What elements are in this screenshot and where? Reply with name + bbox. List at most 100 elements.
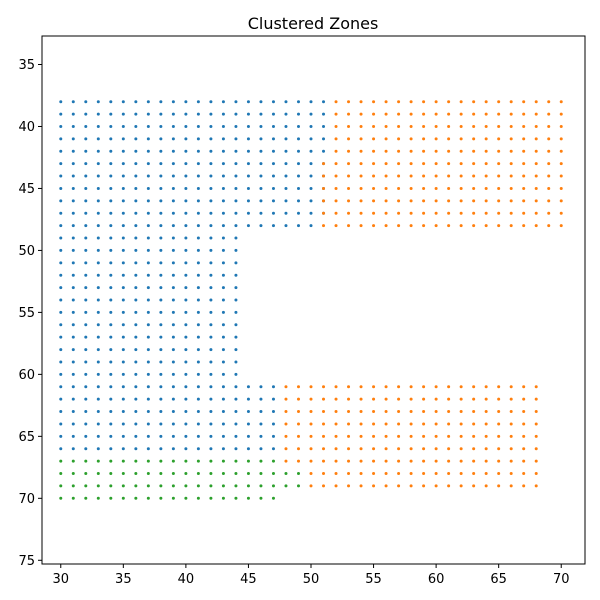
data-point: [359, 199, 363, 203]
data-point: [196, 298, 200, 302]
data-point: [547, 174, 551, 178]
data-point: [409, 472, 413, 476]
data-point: [146, 174, 150, 178]
data-point: [259, 100, 263, 104]
data-point: [146, 224, 150, 228]
data-point: [134, 112, 138, 116]
data-point: [234, 149, 238, 153]
data-point: [359, 211, 363, 215]
data-point: [159, 100, 163, 104]
data-point: [146, 335, 150, 339]
data-point: [109, 335, 113, 339]
data-point: [334, 124, 338, 128]
data-point: [146, 434, 150, 438]
data-point: [134, 360, 138, 364]
x-tick-label: 50: [303, 572, 320, 587]
data-point: [234, 472, 238, 476]
data-point: [322, 112, 326, 116]
y-tick-label: 50: [18, 244, 35, 259]
data-point: [121, 385, 125, 389]
data-point: [259, 124, 263, 128]
data-point: [547, 112, 551, 116]
data-point: [71, 236, 75, 240]
data-point: [472, 472, 476, 476]
data-point: [234, 372, 238, 376]
data-point: [234, 236, 238, 240]
data-point: [447, 100, 451, 104]
data-point: [146, 372, 150, 376]
data-point: [146, 422, 150, 426]
data-point: [196, 273, 200, 277]
data-point: [184, 459, 188, 463]
data-point: [296, 211, 300, 215]
data-point: [534, 162, 538, 166]
data-point: [259, 149, 263, 153]
data-point: [271, 124, 275, 128]
data-point: [397, 124, 401, 128]
data-point: [409, 422, 413, 426]
data-point: [522, 112, 526, 116]
data-point: [347, 459, 351, 463]
data-point: [159, 236, 163, 240]
data-point: [271, 385, 275, 389]
data-point: [334, 137, 338, 141]
data-point: [509, 472, 513, 476]
data-point: [209, 124, 213, 128]
data-point: [422, 112, 426, 116]
data-point: [547, 199, 551, 203]
data-point: [484, 410, 488, 414]
data-point: [171, 162, 175, 166]
data-point: [146, 447, 150, 451]
data-point: [372, 186, 376, 190]
data-point: [109, 472, 113, 476]
data-point: [71, 149, 75, 153]
data-point: [134, 397, 138, 401]
data-point: [171, 211, 175, 215]
data-point: [422, 199, 426, 203]
data-point: [171, 472, 175, 476]
data-point: [422, 162, 426, 166]
data-point: [221, 149, 225, 153]
data-point: [234, 100, 238, 104]
data-point: [309, 434, 313, 438]
data-point: [296, 447, 300, 451]
data-point: [221, 112, 225, 116]
data-point: [271, 162, 275, 166]
data-point: [159, 484, 163, 488]
data-point: [397, 447, 401, 451]
data-point: [59, 472, 63, 476]
data-point: [372, 162, 376, 166]
data-point: [334, 434, 338, 438]
data-point: [309, 149, 313, 153]
data-point: [347, 410, 351, 414]
data-point: [322, 137, 326, 141]
data-point: [322, 224, 326, 228]
data-point: [184, 149, 188, 153]
data-point: [159, 335, 163, 339]
data-point: [309, 484, 313, 488]
data-point: [134, 199, 138, 203]
data-point: [234, 434, 238, 438]
data-point: [372, 224, 376, 228]
data-point: [209, 484, 213, 488]
data-point: [134, 137, 138, 141]
data-point: [96, 236, 100, 240]
data-point: [409, 447, 413, 451]
data-point: [459, 459, 463, 463]
data-point: [271, 100, 275, 104]
data-point: [209, 174, 213, 178]
data-point: [484, 472, 488, 476]
data-point: [221, 348, 225, 352]
data-point: [434, 174, 438, 178]
data-point: [171, 410, 175, 414]
data-point: [271, 397, 275, 401]
data-point: [347, 124, 351, 128]
data-point: [184, 224, 188, 228]
data-point: [246, 100, 250, 104]
data-point: [372, 459, 376, 463]
x-tick-label: 55: [365, 572, 382, 587]
data-point: [221, 496, 225, 500]
data-point: [84, 360, 88, 364]
data-point: [409, 174, 413, 178]
data-point: [134, 100, 138, 104]
